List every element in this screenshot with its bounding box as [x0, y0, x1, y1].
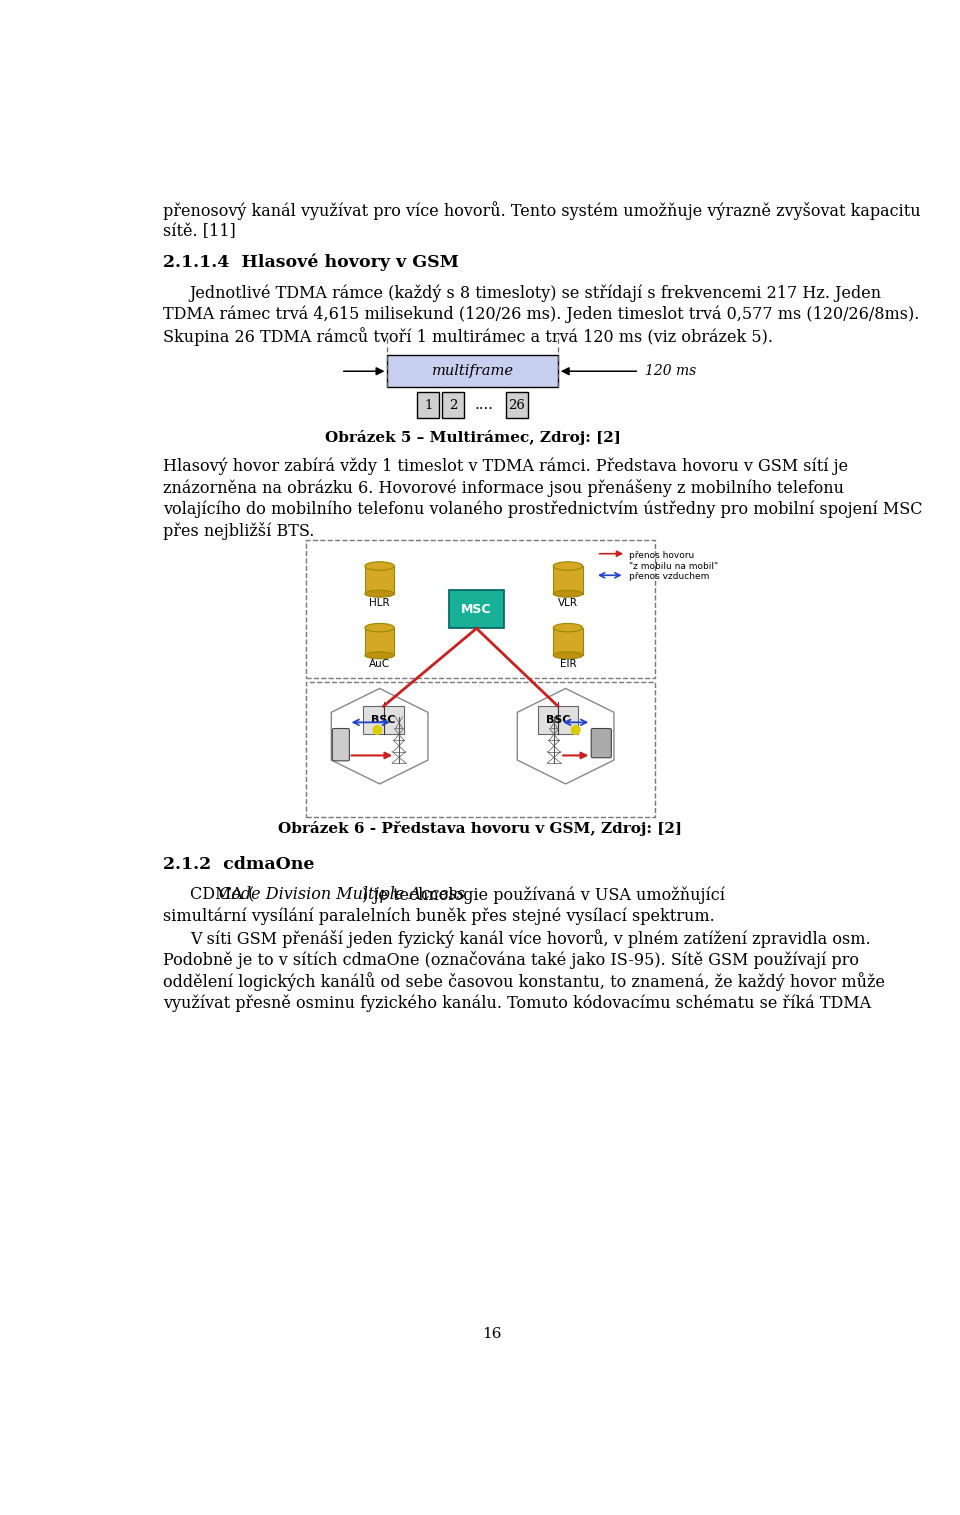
Text: multiframe: multiframe — [432, 364, 514, 379]
Text: využívat přesně osminu fyzického kanálu. Tomuto kódovacímu schématu se říká TDMA: využívat přesně osminu fyzického kanálu.… — [162, 994, 871, 1012]
Text: ) je technologie používaná v USA umožňující: ) je technologie používaná v USA umožňuj… — [362, 886, 725, 904]
Ellipse shape — [365, 651, 395, 659]
Text: EIR: EIR — [560, 659, 576, 670]
FancyBboxPatch shape — [591, 729, 612, 758]
Ellipse shape — [553, 651, 583, 659]
Text: 2.1.2  cdmaOne: 2.1.2 cdmaOne — [162, 856, 314, 873]
Text: V síti GSM přenáší jeden fyzický kanál více hovorů, v plném zatížení zpravidla o: V síti GSM přenáší jeden fyzický kanál v… — [190, 930, 871, 948]
Text: 26: 26 — [509, 398, 525, 412]
Ellipse shape — [365, 562, 395, 570]
FancyBboxPatch shape — [553, 567, 583, 594]
Text: ....: .... — [474, 398, 493, 412]
Text: TDMA rámec trvá 4,615 milisekund (120/26 ms). Jeden timeslot trvá 0,577 ms (120/: TDMA rámec trvá 4,615 milisekund (120/26… — [162, 306, 919, 323]
Ellipse shape — [553, 623, 583, 632]
Text: Podobně je to v sítích cdmaOne (označována také jako IS-95). Sítě GSM používají : Podobně je to v sítích cdmaOne (označová… — [162, 951, 858, 970]
Text: MSC: MSC — [461, 603, 492, 615]
Text: 2: 2 — [448, 398, 457, 412]
Text: 2.1.1.4  Hlasové hovory v GSM: 2.1.1.4 Hlasové hovory v GSM — [162, 253, 459, 271]
FancyBboxPatch shape — [538, 706, 578, 733]
Text: přenos vzduchem: přenos vzduchem — [629, 573, 709, 582]
Text: Code Division Multiple Access: Code Division Multiple Access — [219, 886, 466, 903]
FancyBboxPatch shape — [365, 567, 395, 594]
Circle shape — [373, 726, 381, 735]
Text: Jednotlivé TDMA rámce (každý s 8 timesloty) se střídají s frekvencemi 217 Hz. Je: Jednotlivé TDMA rámce (každý s 8 timeslo… — [190, 285, 882, 301]
Ellipse shape — [553, 591, 583, 597]
Ellipse shape — [553, 562, 583, 570]
Text: HLR: HLR — [370, 597, 390, 608]
Text: přenos hovoru
"z mobilu na mobil": přenos hovoru "z mobilu na mobil" — [629, 550, 718, 571]
FancyBboxPatch shape — [365, 627, 395, 656]
FancyBboxPatch shape — [553, 627, 583, 656]
Text: BSC: BSC — [545, 715, 570, 726]
Text: Obrázek 5 – Multirámec, Zdroj: [2]: Obrázek 5 – Multirámec, Zdroj: [2] — [324, 430, 620, 445]
Text: 16: 16 — [482, 1327, 502, 1341]
Text: Skupina 26 TDMA rámců tvoří 1 multirámec a trvá 120 ms (viz obrázek 5).: Skupina 26 TDMA rámců tvoří 1 multirámec… — [162, 327, 773, 347]
FancyBboxPatch shape — [332, 729, 349, 761]
Text: Hlasový hovor zabírá vždy 1 timeslot v TDMA rámci. Představa hovoru v GSM sítí j: Hlasový hovor zabírá vždy 1 timeslot v T… — [162, 458, 848, 476]
Text: simultární vysílání paralelních buněk přes stejné vysílací spektrum.: simultární vysílání paralelních buněk př… — [162, 907, 714, 926]
Text: VLR: VLR — [558, 597, 578, 608]
Text: přes nejbližší BTS.: přes nejbližší BTS. — [162, 523, 314, 541]
FancyBboxPatch shape — [388, 355, 558, 388]
Text: CDMA (: CDMA ( — [190, 886, 254, 903]
Text: 120 ms: 120 ms — [645, 364, 696, 379]
Ellipse shape — [365, 623, 395, 632]
Text: oddělení logických kanálů od sebe časovou konstantu, to znamená, že každý hovor : oddělení logických kanálů od sebe časovo… — [162, 973, 884, 991]
Text: znázorněna na obrázku 6. Hovorové informace jsou přenášeny z mobilního telefonu: znázorněna na obrázku 6. Hovorové inform… — [162, 479, 844, 497]
Text: volajícího do mobilního telefonu volaného prostřednictvím ústředny pro mobilní s: volajícího do mobilního telefonu volanéh… — [162, 500, 923, 518]
FancyBboxPatch shape — [442, 392, 464, 418]
Text: sítě. [11]: sítě. [11] — [162, 223, 235, 239]
Ellipse shape — [365, 591, 395, 597]
FancyBboxPatch shape — [363, 706, 403, 733]
Text: přenosový kanál využívat pro více hovorů. Tento systém umožňuje výrazně zvyšovat: přenosový kanál využívat pro více hovorů… — [162, 201, 921, 220]
Text: AuC: AuC — [369, 659, 390, 670]
FancyBboxPatch shape — [448, 589, 504, 629]
Circle shape — [571, 726, 580, 735]
Text: Obrázek 6 - Představa hovoru v GSM, Zdroj: [2]: Obrázek 6 - Představa hovoru v GSM, Zdro… — [278, 821, 683, 836]
FancyBboxPatch shape — [418, 392, 440, 418]
Text: 1: 1 — [424, 398, 433, 412]
FancyBboxPatch shape — [506, 392, 528, 418]
Text: BSC: BSC — [372, 715, 396, 726]
